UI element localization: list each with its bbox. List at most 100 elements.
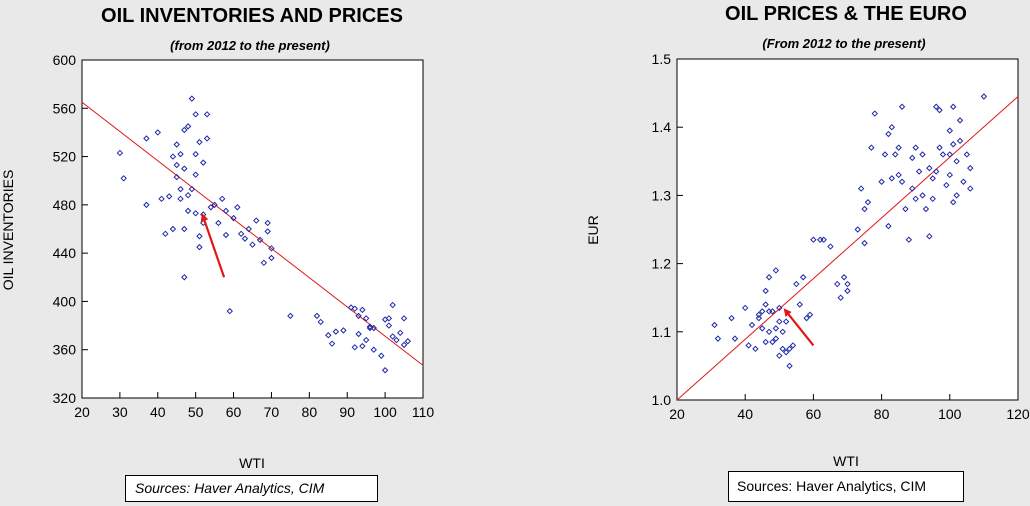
- left-y-tick-label: 480: [53, 197, 77, 213]
- left-data-point: [351, 344, 359, 351]
- left-data-point: [385, 322, 393, 329]
- right-data-point: [806, 311, 814, 318]
- right-y-axis-label: EUR: [585, 215, 601, 245]
- left-x-tick-label: 70: [264, 404, 280, 420]
- left-y-tick-label: 440: [53, 245, 77, 261]
- right-data-point: [755, 314, 763, 322]
- left-data-point: [325, 332, 332, 339]
- right-data-point: [895, 144, 902, 151]
- right-data-point: [827, 243, 834, 250]
- left-plot-area: [81, 59, 424, 399]
- right-data-point: [932, 103, 940, 110]
- left-data-point: [169, 225, 177, 233]
- right-data-point: [786, 345, 793, 353]
- right-data-point: [789, 342, 797, 349]
- right-data-point: [840, 274, 848, 281]
- left-data-point: [393, 336, 400, 344]
- right-data-point: [939, 151, 947, 158]
- right-data-point: [936, 144, 943, 151]
- left-data-point: [241, 235, 249, 242]
- right-data-point: [909, 185, 916, 192]
- left-data-point: [196, 138, 203, 146]
- right-data-point: [854, 226, 861, 233]
- right-data-point: [782, 318, 790, 325]
- left-scatter-points: [116, 95, 412, 374]
- left-y-tick-label: 320: [53, 390, 77, 406]
- left-data-point: [359, 306, 366, 314]
- left-data-point: [154, 129, 161, 136]
- left-axis-ticks: 20 30 40 50 60 70 80 90 100 110 320 360 400 440 480 520…: [53, 52, 435, 420]
- left-x-tick-label: 60: [226, 404, 242, 420]
- left-data-point: [184, 207, 192, 215]
- right-data-point: [755, 311, 763, 318]
- right-x-tick-label: 100: [938, 406, 962, 422]
- right-data-point: [741, 304, 749, 312]
- right-data-point: [929, 175, 936, 182]
- left-data-point: [116, 149, 124, 157]
- left-x-tick-label: 50: [188, 404, 204, 420]
- right-data-point: [902, 205, 909, 213]
- right-data-point: [888, 123, 896, 131]
- left-data-point: [177, 195, 184, 203]
- right-data-point: [861, 205, 868, 213]
- right-data-point: [950, 141, 957, 148]
- left-data-point: [313, 312, 321, 320]
- right-data-point: [898, 103, 906, 110]
- right-data-point: [796, 301, 803, 308]
- left-y-tick-label: 520: [53, 149, 77, 165]
- left-data-point: [222, 231, 230, 239]
- right-data-point: [861, 239, 868, 247]
- left-x-tick-label: 80: [302, 404, 318, 420]
- left-annotation-arrow: [200, 213, 226, 278]
- right-data-point: [980, 93, 988, 100]
- right-data-point: [776, 304, 783, 312]
- left-fit-line: [81, 101, 424, 366]
- right-data-point: [956, 137, 964, 145]
- left-data-point: [207, 204, 215, 211]
- left-chart-title: OIL INVENTORIES AND PRICES: [101, 5, 403, 27]
- right-data-point: [919, 151, 926, 158]
- right-data-point: [953, 192, 960, 199]
- right-axis-ticks: 20 40 60 80 100 120 1.0 1.1 1.2 1.3 1.4 1.5: [652, 51, 1030, 422]
- right-chart: OIL PRICES & THE EURO (From 2012 to the …: [585, 3, 1030, 469]
- left-data-point: [378, 352, 385, 359]
- right-data-point: [711, 321, 718, 329]
- left-data-point: [253, 217, 260, 224]
- left-data-point: [397, 329, 404, 337]
- left-data-point: [226, 307, 233, 315]
- right-scatter-points: [711, 93, 988, 370]
- right-data-point: [956, 117, 964, 124]
- right-data-point: [946, 151, 954, 158]
- right-data-point: [960, 178, 967, 185]
- left-data-point: [218, 195, 226, 203]
- left-data-point: [389, 301, 396, 309]
- left-fit-line-group: [81, 101, 424, 366]
- right-data-point: [759, 325, 766, 332]
- left-x-tick-label: 30: [112, 404, 128, 420]
- right-data-point: [864, 199, 872, 206]
- left-data-point: [234, 204, 241, 211]
- left-data-point: [340, 327, 347, 334]
- left-source-note: Sources: Haver Analytics, CIM: [125, 475, 378, 502]
- right-source-note: Sources: Haver Analytics, CIM: [728, 471, 964, 502]
- right-data-point: [936, 106, 943, 114]
- right-fit-line: [676, 96, 1019, 401]
- right-data-point: [857, 185, 865, 192]
- right-data-point: [919, 192, 926, 199]
- right-data-point: [762, 287, 769, 295]
- right-data-point: [769, 338, 776, 346]
- left-data-point: [351, 305, 359, 312]
- right-x-tick-label: 80: [874, 406, 890, 422]
- left-data-point: [366, 323, 374, 330]
- right-x-tick-label: 120: [1006, 406, 1030, 422]
- right-data-point: [926, 233, 933, 240]
- right-data-point: [892, 151, 899, 158]
- left-data-point: [143, 201, 150, 209]
- right-data-point: [878, 178, 885, 185]
- left-y-axis-label: OIL INVENTORIES: [0, 170, 16, 291]
- left-data-point: [268, 254, 275, 262]
- left-data-point: [362, 336, 370, 344]
- right-data-point: [769, 308, 776, 315]
- left-data-point: [188, 95, 196, 102]
- left-data-point: [200, 159, 207, 166]
